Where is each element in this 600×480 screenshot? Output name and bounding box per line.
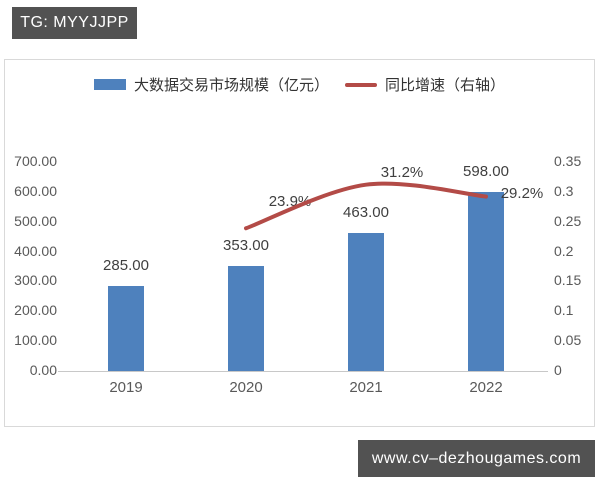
legend-item-growth: 同比增速（右轴） bbox=[345, 74, 505, 95]
right-axis-tick: 0.2 bbox=[554, 242, 574, 259]
x-axis-label: 2020 bbox=[229, 379, 263, 396]
left-axis-tick: 100.00 bbox=[14, 332, 57, 349]
bar-value-label: 463.00 bbox=[343, 203, 389, 221]
x-axis-label: 2021 bbox=[349, 379, 383, 396]
left-axis-tick: 200.00 bbox=[14, 302, 57, 319]
right-axis-tick: 0.1 bbox=[554, 302, 574, 319]
x-axis-label: 2022 bbox=[469, 379, 503, 396]
left-axis-tick: 500.00 bbox=[14, 212, 57, 229]
plot-area: 285.00 353.00 463.00 598.00 23.9% 31.2% 29.2% bbox=[66, 162, 546, 371]
x-axis-line bbox=[58, 371, 548, 372]
bar-series-swatch-icon bbox=[93, 79, 126, 90]
line-value-label: 23.9% bbox=[268, 193, 312, 211]
site-watermark-badge: www.cv–dezhougames.com bbox=[358, 440, 595, 477]
left-axis-tick: 400.00 bbox=[14, 242, 57, 259]
legend-label-growth: 同比增速（右轴） bbox=[385, 77, 506, 94]
x-axis-label: 2019 bbox=[109, 379, 143, 396]
bar-value-label: 598.00 bbox=[463, 163, 509, 181]
left-axis-tick: 0.00 bbox=[29, 362, 57, 378]
right-axis-tick: 0.15 bbox=[554, 272, 582, 289]
line-value-label: 31.2% bbox=[380, 163, 424, 181]
line-series-swatch-icon bbox=[345, 82, 377, 87]
left-axis-tick: 600.00 bbox=[14, 182, 57, 199]
right-axis-tick: 0 bbox=[554, 362, 562, 378]
legend-item-market-size: 大数据交易市场规模（亿元） bbox=[93, 74, 329, 95]
bar-value-label: 285.00 bbox=[103, 256, 149, 274]
legend: 大数据交易市场规模（亿元） 同比增速（右轴） bbox=[5, 74, 594, 95]
legend-label-market-size: 大数据交易市场规模（亿元） bbox=[133, 77, 329, 94]
bar-2020 bbox=[228, 265, 264, 371]
tg-watermark-badge: TG: MYYJJPP bbox=[12, 7, 137, 39]
chart-box: 大数据交易市场规模（亿元） 同比增速（右轴） 285.00 353.00 463.0… bbox=[4, 59, 595, 427]
left-axis-tick: 700.00 bbox=[14, 153, 57, 169]
bar-2021 bbox=[348, 232, 384, 371]
right-axis-tick: 0.25 bbox=[554, 212, 582, 229]
right-axis-tick: 0.35 bbox=[554, 153, 582, 169]
bar-value-label: 353.00 bbox=[223, 236, 269, 254]
line-value-label: 29.2% bbox=[500, 184, 544, 202]
right-axis-tick: 0.3 bbox=[554, 182, 574, 199]
bar-2022 bbox=[468, 192, 504, 371]
right-axis-tick: 0.05 bbox=[554, 332, 582, 349]
left-axis-tick: 300.00 bbox=[14, 272, 57, 289]
bar-2019 bbox=[108, 285, 144, 371]
